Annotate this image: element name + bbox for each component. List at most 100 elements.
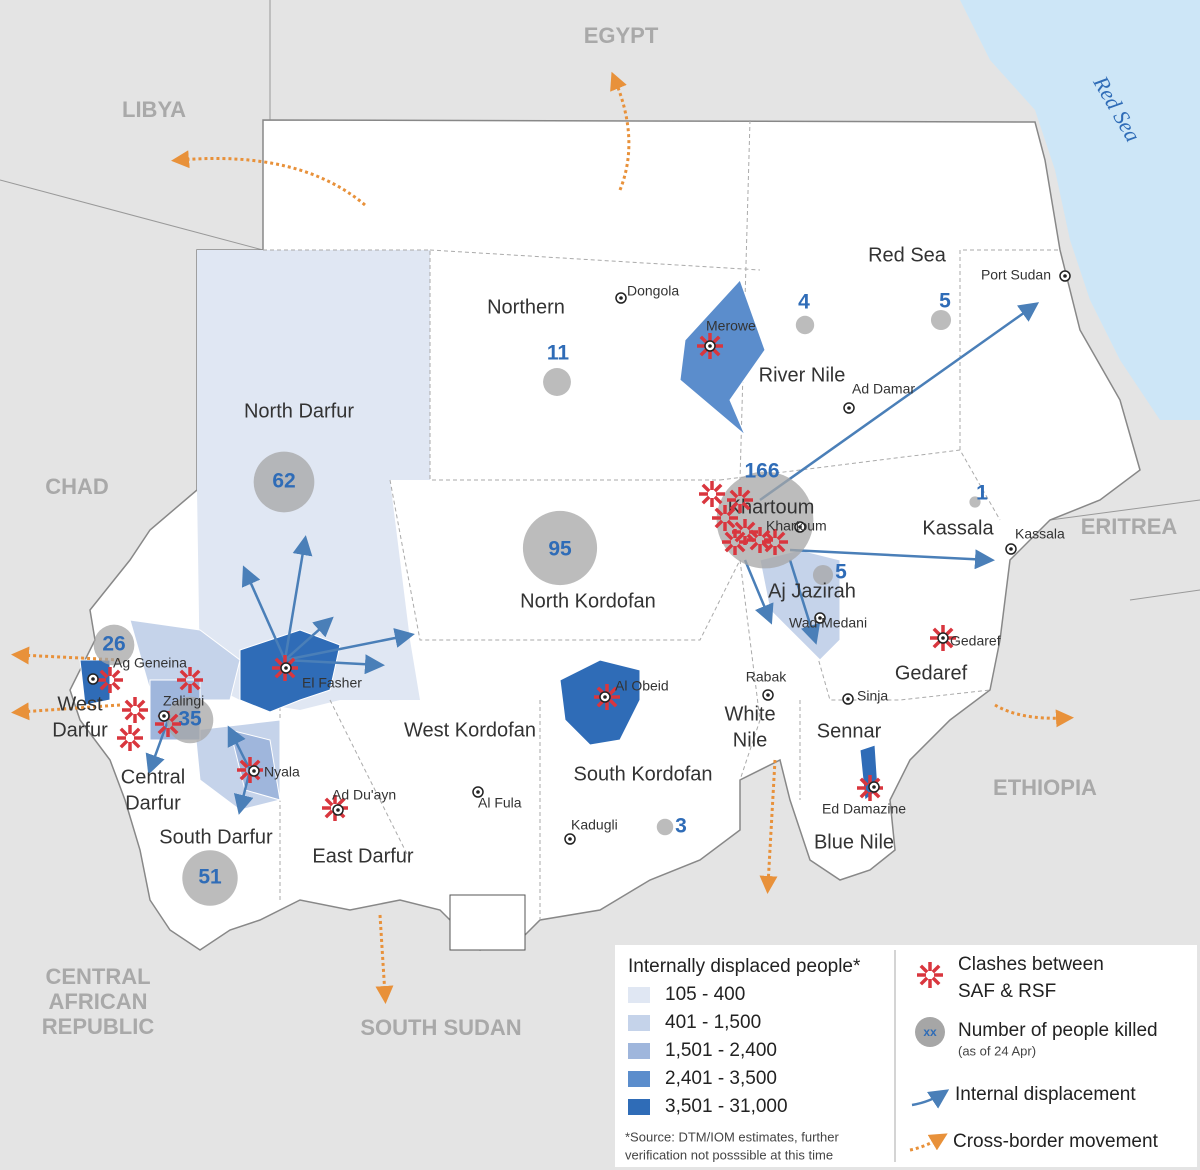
state-label: East Darfur: [312, 845, 413, 867]
city-dot: [1009, 547, 1013, 551]
clash-ray: [736, 543, 746, 553]
state-label: West: [57, 693, 103, 715]
clash-ray: [726, 507, 736, 517]
state-label: South Darfur: [159, 826, 273, 848]
clash-ray: [741, 501, 751, 511]
city-dot: [568, 837, 572, 841]
legend-cross-arrow: [909, 1133, 948, 1152]
city-label: Sinja: [857, 688, 888, 704]
cross-border-arrow: [11, 702, 121, 721]
clash-ray: [324, 797, 334, 807]
state-label: Aj Jazirah: [768, 580, 856, 602]
killed-number: 1: [976, 482, 988, 505]
state-label: River Nile: [759, 364, 846, 386]
killed-circle: [93, 624, 135, 666]
clash-ray: [124, 699, 134, 709]
country-label: AFRICAN: [49, 989, 148, 1014]
legend-label: 105 - 400: [665, 984, 745, 1005]
clash-ray: [749, 541, 759, 551]
clash-ray: [239, 759, 249, 769]
clash-ray: [169, 725, 179, 735]
internal-arrow: [284, 616, 334, 661]
clash-ray: [736, 531, 746, 541]
internal-arrow: [241, 565, 287, 661]
clash-ray: [714, 507, 724, 517]
internal-arrow: [283, 535, 313, 661]
clash-icon: [722, 529, 748, 555]
cross-border-arrow: [759, 759, 778, 894]
killed-circle: [182, 850, 238, 906]
city-label: Nyala: [264, 764, 300, 780]
city-label: Wad Medani: [789, 615, 867, 631]
clash-ray: [713, 483, 723, 493]
clash-ray: [859, 789, 869, 799]
legend-source: verification not posssible at this time: [625, 1147, 833, 1162]
clash-ray: [734, 521, 744, 531]
country-label: REPUBLIC: [42, 1014, 155, 1039]
clash-ray: [157, 725, 167, 735]
legend-internal-arrow: [911, 1089, 950, 1109]
country-label: EGYPT: [584, 23, 659, 48]
internal-arrow: [284, 628, 415, 662]
clash-icon: [117, 725, 143, 751]
internal-arrow: [759, 302, 1040, 502]
clash-ray: [274, 669, 284, 679]
legend-label: 1,501 - 2,400: [665, 1040, 777, 1061]
clash-ray: [191, 681, 201, 691]
state-label: Nile: [733, 729, 767, 751]
clash-ray: [111, 681, 121, 691]
killed-number: 35: [178, 708, 202, 731]
clash-ray: [119, 727, 129, 737]
clash-ray: [729, 501, 739, 511]
clash-ray: [179, 681, 189, 691]
clash-icon: [762, 529, 788, 555]
clash-ray: [919, 964, 929, 974]
killed-number: 26: [102, 633, 125, 656]
city-label: El Fasher: [302, 675, 362, 691]
clash-icon: [747, 527, 773, 553]
killed-circle: [253, 451, 315, 513]
clash-ray: [119, 739, 129, 749]
city-label: Ad Damar: [852, 381, 915, 397]
city-label: Rabak: [746, 669, 787, 685]
clash-ray: [274, 657, 284, 667]
state-label: North Kordofan: [520, 590, 656, 612]
clash-ray: [749, 529, 759, 539]
state-label: Darfur: [125, 792, 181, 814]
killed-circle: [930, 309, 952, 331]
state-label: Darfur: [52, 719, 108, 741]
clash-ray: [724, 531, 734, 541]
city-dot: [847, 406, 851, 410]
state-label: White: [724, 703, 775, 725]
clash-ray: [713, 495, 723, 505]
abyei-box: [449, 894, 526, 951]
clash-ray: [239, 771, 249, 781]
killed-circle: [795, 315, 815, 335]
country-label: ERITREA: [1081, 514, 1178, 539]
killed-number: 5: [939, 290, 951, 313]
clash-ray: [99, 669, 109, 679]
killed-number: 51: [198, 866, 222, 889]
internal-arrow: [789, 548, 995, 570]
state-label: Kassala: [922, 517, 994, 539]
clash-ray: [729, 489, 739, 499]
city-dot: [941, 636, 945, 640]
clash-icon: [712, 505, 738, 531]
clash-ray: [746, 521, 756, 531]
state-label: Sennar: [817, 720, 882, 742]
city-dot: [162, 714, 166, 718]
state-label: Red Sea: [868, 244, 947, 266]
city-dot: [476, 790, 480, 794]
clash-icon: [699, 481, 725, 507]
clash-icon: [122, 697, 148, 723]
internal-arrow: [743, 559, 774, 625]
city-label: Khartoum: [766, 518, 827, 534]
city-label: Al Obeid: [615, 678, 669, 694]
cross-border-arrow: [11, 646, 121, 665]
clash-icon: [237, 757, 263, 783]
killed-circle: [543, 368, 571, 396]
legend: [615, 945, 1197, 1167]
clash-ray: [701, 483, 711, 493]
clash-ray: [714, 519, 724, 529]
city-dot: [603, 695, 607, 699]
